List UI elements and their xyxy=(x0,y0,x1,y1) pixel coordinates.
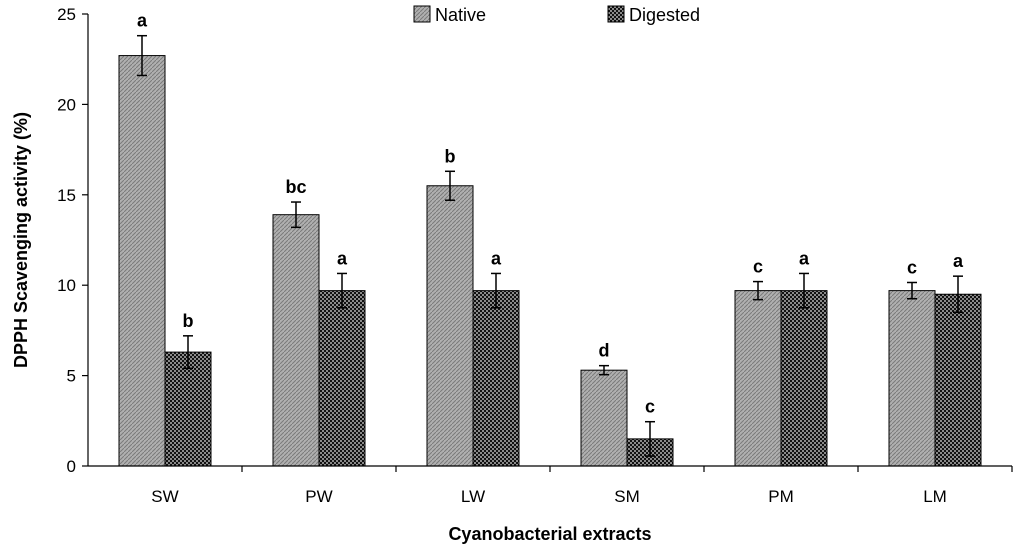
x-axis-labels: SW PW LW SM PM LM xyxy=(151,466,1013,506)
bar-digested-lw xyxy=(472,290,520,467)
x-tick-label: SW xyxy=(151,487,178,506)
significance-label: a xyxy=(337,248,348,268)
bar-digested-pw xyxy=(318,290,366,467)
y-tick-label: 0 xyxy=(67,457,76,476)
bar-native-lw xyxy=(426,185,474,467)
bar-digested-lm xyxy=(934,293,982,467)
significance-label: bc xyxy=(285,177,306,197)
y-tick-label: 15 xyxy=(57,186,76,205)
significance-label: b xyxy=(183,311,194,331)
y-tick-label: 5 xyxy=(67,367,76,386)
legend: Native Digested xyxy=(413,5,700,25)
significance-label: c xyxy=(907,257,917,277)
legend-label-digested: Digested xyxy=(629,5,700,25)
y-axis-ticks: 0 5 10 15 20 25 xyxy=(57,5,88,476)
significance-label: c xyxy=(753,257,763,277)
significance-label: d xyxy=(599,341,610,361)
bar-native-sm xyxy=(580,369,628,467)
significance-label: a xyxy=(491,248,502,268)
legend-swatch-native xyxy=(413,5,431,23)
significance-label: a xyxy=(799,248,810,268)
x-tick-label: PW xyxy=(305,487,332,506)
legend-swatch-digested xyxy=(607,5,625,23)
bar-native-pw xyxy=(272,214,320,467)
y-axis-title: DPPH Scavenging activity (%) xyxy=(11,112,31,368)
x-axis-title: Cyanobacterial extracts xyxy=(448,524,651,544)
bar-digested-sw xyxy=(164,351,212,467)
y-tick-label: 25 xyxy=(57,5,76,24)
significance-labels: a b bc a b a d c c a c a xyxy=(137,11,964,417)
y-tick-label: 10 xyxy=(57,276,76,295)
bar-native-sw xyxy=(118,55,166,467)
x-tick-label: SM xyxy=(614,487,640,506)
x-tick-label: PM xyxy=(768,487,794,506)
x-tick-label: LW xyxy=(461,487,485,506)
x-tick-label: LM xyxy=(923,487,947,506)
y-tick-label: 20 xyxy=(57,95,76,114)
error-bars xyxy=(137,34,963,457)
bar-native-pm xyxy=(734,290,782,467)
legend-label-native: Native xyxy=(435,5,486,25)
significance-label: a xyxy=(953,251,964,271)
significance-label: a xyxy=(137,11,148,31)
bar-native-lm xyxy=(888,290,936,467)
significance-label: b xyxy=(445,146,456,166)
bar-digested-pm xyxy=(780,290,828,467)
significance-label: c xyxy=(645,397,655,417)
bars xyxy=(118,55,982,467)
